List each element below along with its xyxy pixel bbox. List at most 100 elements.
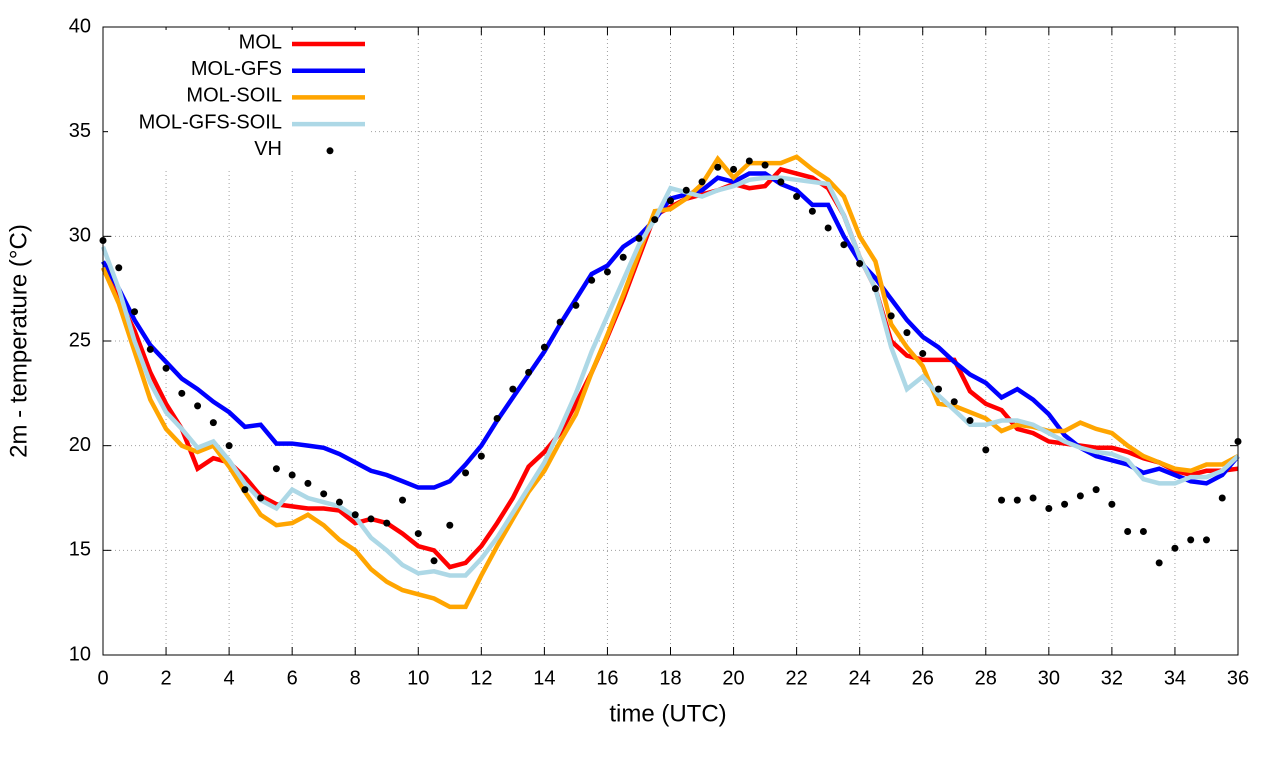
data-point (367, 515, 375, 523)
data-point (903, 329, 911, 337)
data-point (257, 494, 265, 502)
data-point (477, 452, 485, 460)
data-point (745, 157, 753, 165)
y-tick-label: 40 (69, 15, 91, 37)
data-point (1187, 536, 1195, 544)
legend-label: MOL-GFS (191, 58, 282, 80)
data-point (162, 364, 170, 372)
data-point (446, 521, 454, 529)
x-axis-label: time (UTC) (609, 700, 726, 727)
x-tick-label: 32 (1101, 667, 1123, 689)
data-point (540, 343, 548, 351)
x-tick-label: 24 (849, 667, 871, 689)
x-tick-label: 8 (350, 667, 361, 689)
data-point (509, 385, 517, 393)
data-point (698, 178, 706, 186)
data-point (1124, 527, 1132, 535)
data-point (1013, 496, 1021, 504)
data-point (194, 402, 202, 410)
plot-area (99, 154, 1242, 610)
data-point (131, 308, 139, 316)
data-point (619, 253, 627, 261)
plot-frame (102, 26, 1239, 656)
data-point (856, 260, 864, 268)
data-point (1108, 500, 1116, 508)
x-tick-label: 14 (533, 667, 555, 689)
data-point (635, 234, 643, 242)
data-point (1202, 536, 1210, 544)
x-tick-label: 20 (722, 667, 744, 689)
y-tick-label: 25 (69, 329, 91, 351)
data-point (1171, 544, 1179, 552)
data-point (714, 163, 722, 171)
data-point (761, 161, 769, 169)
data-point (493, 414, 501, 422)
data-point (572, 301, 580, 309)
x-tick-label: 4 (224, 667, 235, 689)
data-point (556, 318, 564, 326)
data-point (414, 530, 422, 538)
x-tick-label: 18 (659, 667, 681, 689)
data-point (651, 216, 659, 224)
data-point (335, 498, 343, 506)
data-point (1218, 494, 1226, 502)
legend-marker (326, 147, 334, 155)
data-point (320, 490, 328, 498)
data-point (304, 479, 312, 487)
data-point (1045, 504, 1053, 512)
x-tick-label: 36 (1227, 667, 1249, 689)
data-point (982, 446, 990, 454)
y-tick-label: 15 (69, 539, 91, 561)
x-tick-label: 28 (975, 667, 997, 689)
data-point (682, 186, 690, 194)
data-point (1061, 500, 1069, 508)
x-tick-label: 22 (785, 667, 807, 689)
data-point (383, 519, 391, 527)
x-tick-label: 30 (1038, 667, 1060, 689)
data-point (351, 511, 359, 519)
x-tick-label: 0 (97, 667, 108, 689)
data-point (824, 224, 832, 232)
data-point (934, 385, 942, 393)
data-point (1139, 527, 1147, 535)
x-tick-label: 34 (1164, 667, 1186, 689)
y-axis-label: 2m - temperature (°C) (5, 224, 32, 458)
data-point (178, 389, 186, 397)
data-point (950, 398, 958, 406)
data-point (840, 241, 848, 249)
data-point (730, 165, 738, 173)
data-point (462, 469, 470, 477)
y-tick-label: 35 (69, 120, 91, 142)
data-point (998, 496, 1006, 504)
data-point (241, 486, 249, 494)
x-tick-label: 16 (596, 667, 618, 689)
data-point (966, 417, 974, 425)
data-point (525, 368, 533, 376)
data-point (871, 285, 879, 293)
data-point (430, 557, 438, 565)
data-point (272, 465, 280, 473)
data-point (1029, 494, 1037, 502)
x-tick-label: 6 (287, 667, 298, 689)
data-point (887, 312, 895, 320)
y-tick-label: 20 (69, 434, 91, 456)
data-point (588, 276, 596, 284)
data-point (146, 345, 154, 353)
data-point (808, 207, 816, 215)
data-point (777, 178, 785, 186)
data-point (793, 193, 801, 201)
legend-label: MOL-GFS-SOIL (139, 111, 282, 133)
data-point (1155, 559, 1163, 567)
x-tick-label: 12 (470, 667, 492, 689)
legend-label: MOL (239, 31, 282, 53)
x-tick-label: 26 (912, 667, 934, 689)
data-point (1076, 492, 1084, 500)
x-tick-label: 2 (160, 667, 171, 689)
data-point (209, 419, 217, 427)
x-tick-label: 10 (407, 667, 429, 689)
data-point (1092, 486, 1100, 494)
y-tick-label: 30 (69, 225, 91, 247)
legend-label: VH (254, 138, 282, 160)
data-point (115, 264, 123, 272)
data-point (225, 442, 233, 450)
